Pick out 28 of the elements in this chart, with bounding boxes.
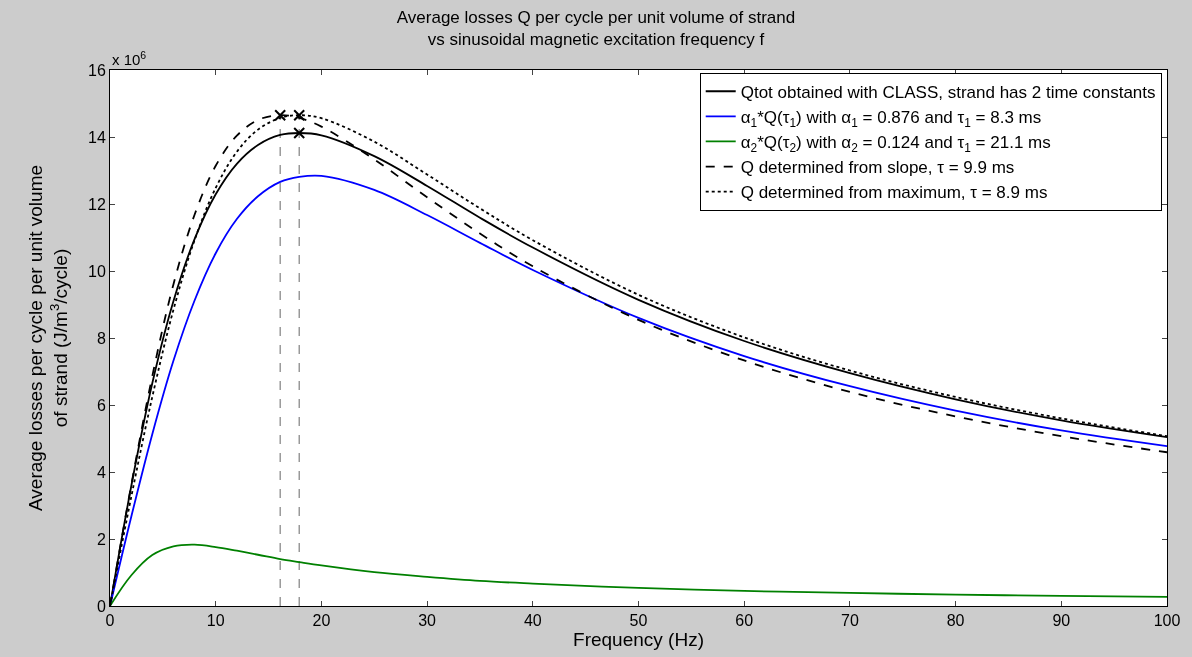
legend-label: Q determined from slope, τ = 9.9 ms <box>740 158 1015 178</box>
y-tick-label: 16 <box>88 61 106 79</box>
x-tick-label: 80 <box>946 612 965 630</box>
x-tick-label: 10 <box>206 612 225 630</box>
y-tick-label: 6 <box>96 396 106 414</box>
x-tick-label: 70 <box>841 612 859 630</box>
y-tick-label: 8 <box>96 329 106 347</box>
x-tick-label: 20 <box>312 612 331 630</box>
x-tick-label: 50 <box>629 612 648 630</box>
y-tick-label: 4 <box>96 463 106 481</box>
x-axis-title: Frequency (Hz) <box>573 629 704 651</box>
chart-title: Average losses Q per cycle per unit volume of strand vs sinusoidal magnetic excitation frequency f <box>396 8 796 50</box>
x-tick-label: 40 <box>523 612 542 630</box>
y-tick-label: 14 <box>88 128 106 146</box>
x-tick-label: 30 <box>418 612 437 630</box>
line-series <box>110 543 1167 606</box>
y-tick-label: 12 <box>88 195 106 213</box>
x-tick-label: 100 <box>1153 612 1181 630</box>
text: α$_{2}$*Q(τ$_{2}$) with α$_{2}$ = 0.124 and τ$_{1}$ = 21.1 ms <box>740 133 1051 155</box>
legend-label: Qtot obtained with CLASS, strand has 2 time constants <box>740 82 1156 102</box>
y-tick-label: 10 <box>88 262 106 280</box>
legend-label: Q determined from maximum, τ = 8.9 ms <box>740 183 1048 203</box>
y-tick-label: 2 <box>96 530 106 548</box>
x-tick-label: 90 <box>1052 612 1071 630</box>
x-tick-label: 60 <box>735 612 754 630</box>
y-tick-label: 0 <box>96 597 106 615</box>
text: α$_{1}$*Q(τ$_{1}$) with α$_{1}$ = 0.876 and τ$_{1}$ = 8.3 ms <box>740 107 1042 130</box>
text: x 10$^{6}$ <box>112 49 147 69</box>
